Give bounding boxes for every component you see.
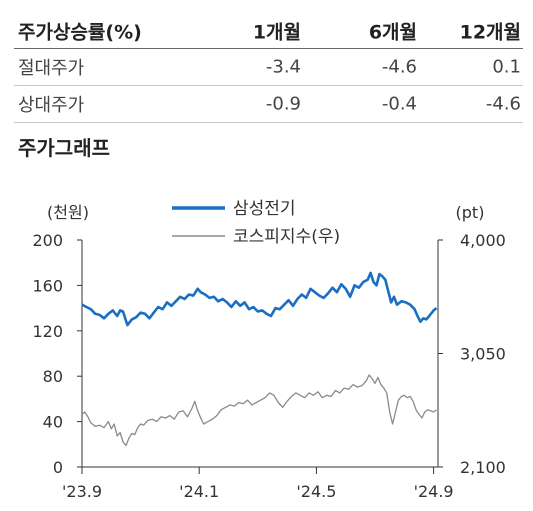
column-header: 주가상승률(%): [18, 21, 142, 44]
left-axis-tick-label: 80: [43, 367, 63, 386]
left-axis-tick-label: 160: [32, 276, 63, 295]
table-row: 상대주가 -0.9 -0.4 -4.6: [14, 86, 523, 123]
column-header: 1개월: [252, 21, 301, 44]
row-label: 절대주가: [18, 58, 85, 79]
series-line-samsung: [81, 271, 438, 327]
left-axis-unit: (천원): [47, 203, 89, 222]
table-cell: -4.6: [381, 56, 417, 78]
right-axis-tick-label: 2,100: [460, 458, 506, 477]
table-header-row: 주가상승률(%) 1개월 6개월 12개월: [14, 14, 523, 49]
row-label: 상대주가: [18, 95, 85, 116]
legend-label: 코스피지수(우): [233, 227, 340, 247]
section-title: 주가그래프: [18, 136, 110, 160]
column-header: 12개월: [459, 21, 521, 44]
legend-label: 삼성전기: [233, 199, 296, 219]
table-row: 절대주가 -3.4 -4.6 0.1: [14, 49, 523, 86]
table-cell: -0.4: [381, 93, 417, 115]
left-axis-tick-label: 40: [43, 413, 63, 432]
left-axis-tick-label: 200: [32, 231, 63, 250]
right-axis-tick-label: 3,050: [460, 345, 506, 364]
right-axis-unit: (pt): [456, 203, 485, 222]
table-cell: -3.4: [265, 56, 301, 78]
table-cell: -0.9: [265, 93, 301, 115]
left-axis-tick-label: 120: [32, 322, 63, 341]
series-line-kospi: [81, 374, 437, 447]
x-axis-tick-label: '24.9: [414, 482, 454, 501]
x-axis-tick-label: '24.5: [296, 482, 336, 501]
returns-table: 주가상승률(%) 1개월 6개월 12개월 절대주가 -3.4 -4.6 0.1…: [14, 14, 523, 123]
column-header: 6개월: [368, 21, 417, 44]
left-axis-tick-label: 0: [53, 458, 63, 477]
right-axis-tick-label: 4,000: [460, 231, 506, 250]
table-cell: -4.6: [485, 93, 521, 115]
table-cell: 0.1: [492, 56, 521, 78]
x-axis-tick-label: '23.9: [62, 482, 102, 501]
x-axis-tick-label: '24.1: [179, 482, 219, 501]
